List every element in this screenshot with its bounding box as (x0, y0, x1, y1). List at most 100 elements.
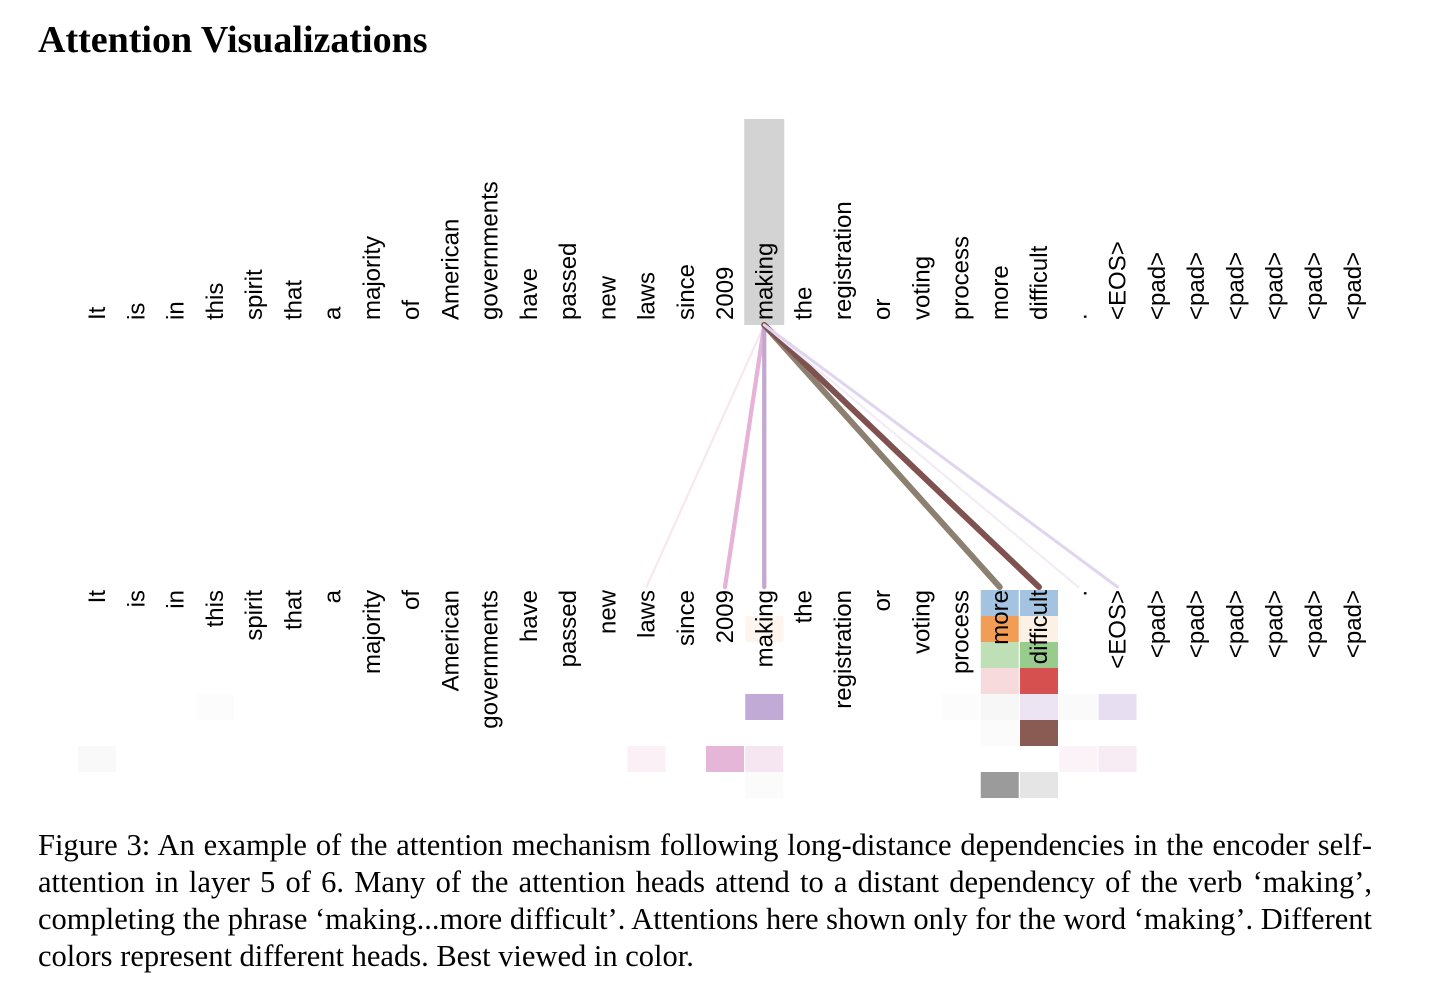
head-attention-cell (1020, 720, 1058, 746)
source-token: laws (634, 272, 661, 320)
head-attention-cell (627, 746, 666, 772)
target-token: <pad> (1340, 590, 1367, 658)
target-token: have (516, 590, 543, 642)
source-token: making (751, 243, 778, 320)
source-token: since (673, 264, 700, 320)
source-token: It (84, 306, 111, 320)
head-attention-cell (1059, 694, 1098, 720)
head-attention-cell (1098, 694, 1137, 720)
attention-line (761, 322, 1003, 590)
source-token: new (594, 275, 621, 320)
target-token: majority (359, 590, 386, 674)
target-token: or (869, 590, 896, 611)
target-token: of (398, 590, 425, 610)
source-token: <pad> (1301, 252, 1328, 320)
source-token: is (123, 303, 150, 320)
target-token: American (437, 590, 464, 691)
target-token: since (673, 590, 700, 646)
source-token: registration (830, 201, 857, 320)
head-attention-cell (980, 668, 1019, 694)
target-token: voting (908, 590, 935, 654)
target-token: spirit (241, 590, 268, 641)
target-token: more (987, 590, 1014, 645)
target-token: It (84, 590, 111, 604)
attention-line (645, 323, 766, 589)
source-token: American (437, 219, 464, 320)
source-token: spirit (241, 269, 268, 320)
attention-line (763, 323, 1080, 589)
head-attention-cell (78, 746, 116, 772)
target-token: difficult (1026, 590, 1053, 665)
attention-visualization: It is in this spirit that a majority of American g… (78, 119, 1367, 798)
source-token: <pad> (1222, 252, 1249, 320)
head-attention-cell (195, 694, 234, 720)
target-token-row: It is in this spirit that a majority of American g… (84, 589, 1367, 728)
source-token: 2009 (712, 267, 739, 320)
section-title: Attention Visualizations (38, 19, 428, 61)
source-token: a (320, 306, 347, 320)
head-attention-cell (1020, 642, 1058, 668)
head-attention-cell (1020, 668, 1058, 694)
head-attention-cell (745, 746, 784, 772)
target-token: <EOS> (1105, 590, 1132, 669)
source-token: <pad> (1144, 252, 1171, 320)
source-token: <pad> (1262, 252, 1289, 320)
source-token: this (202, 283, 229, 320)
head-attention-cell (941, 694, 980, 720)
source-token: in (163, 301, 190, 320)
target-token: <pad> (1301, 590, 1328, 658)
head-attention-cell (745, 772, 784, 798)
head-attention-cell (1020, 590, 1058, 616)
source-token: or (869, 299, 896, 320)
query-token-highlight (744, 119, 785, 325)
target-token: the (791, 590, 818, 623)
target-token: . (1065, 590, 1092, 597)
head-attention-cell (980, 616, 1019, 642)
query-highlight-layer (744, 119, 785, 325)
source-token: . (1065, 313, 1092, 320)
target-token: 2009 (712, 590, 739, 643)
target-token: making (751, 590, 778, 667)
target-token: is (123, 590, 150, 607)
attention-line (722, 322, 767, 590)
source-token: have (516, 268, 543, 320)
target-token: <pad> (1144, 590, 1171, 658)
source-token: process (948, 236, 975, 320)
source-token: <pad> (1340, 252, 1367, 320)
target-token: new (594, 589, 621, 634)
head-attention-cell (1020, 616, 1058, 642)
source-token: of (398, 300, 425, 320)
source-token: governments (477, 181, 504, 320)
target-token: a (320, 589, 347, 603)
head-attention-cell (980, 642, 1019, 668)
target-token: governments (477, 590, 504, 729)
source-token: majority (359, 236, 386, 320)
source-token: the (791, 287, 818, 320)
head-attention-cell (706, 746, 744, 772)
head-attention-cell (1059, 746, 1098, 772)
head-cell-layer (78, 590, 1137, 798)
target-token: process (948, 590, 975, 674)
target-token: passed (555, 590, 582, 667)
target-token: registration (830, 590, 857, 709)
figure-caption: Figure 3: An example of the attention me… (38, 828, 1372, 973)
source-token: that (280, 280, 307, 320)
head-attention-cell (1020, 772, 1058, 798)
target-token: laws (634, 590, 661, 638)
head-attention-cell (1098, 746, 1137, 772)
target-token: that (280, 590, 307, 630)
head-attention-cell (980, 772, 1019, 798)
head-attention-cell (980, 720, 1019, 746)
target-token: <pad> (1262, 590, 1289, 658)
target-token: <pad> (1222, 590, 1249, 658)
target-token: <pad> (1183, 590, 1210, 658)
source-token: difficult (1026, 245, 1053, 320)
source-token: voting (908, 256, 935, 320)
target-token: this (202, 590, 229, 627)
attention-line (761, 322, 1042, 590)
attention-line-layer (645, 322, 1119, 590)
head-attention-cell (745, 694, 784, 720)
attention-line (762, 323, 1119, 589)
head-attention-cell (1020, 694, 1058, 720)
source-token: more (987, 265, 1014, 320)
